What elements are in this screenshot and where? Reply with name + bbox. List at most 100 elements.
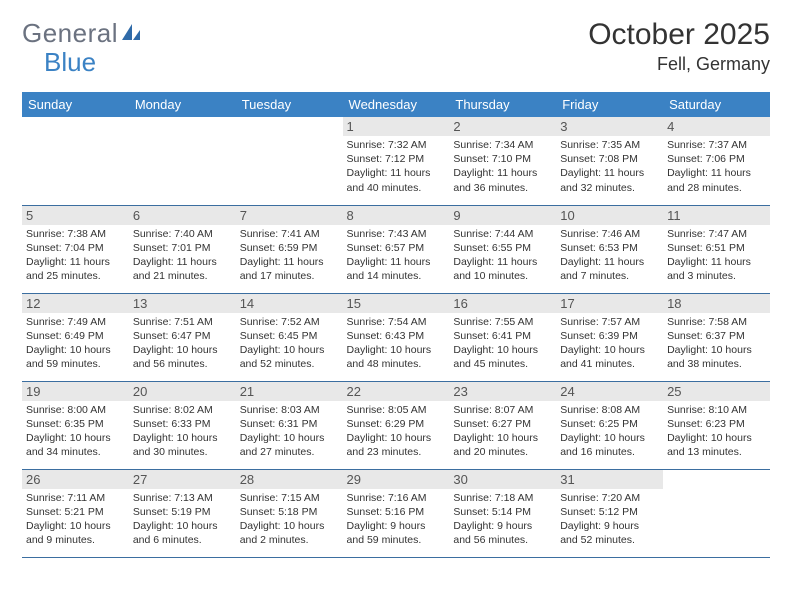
weekday-header: Sunday <box>22 92 129 117</box>
day-number: 5 <box>22 206 129 225</box>
calendar-cell: 13 Sunrise: 7:51 AMSunset: 6:47 PMDayligh… <box>129 293 236 381</box>
day-details: Sunrise: 7:15 AMSunset: 5:18 PMDaylight:… <box>240 491 339 548</box>
day-number: 7 <box>236 206 343 225</box>
day-number: 13 <box>129 294 236 313</box>
day-details: Sunrise: 8:03 AMSunset: 6:31 PMDaylight:… <box>240 403 339 460</box>
day-number: 11 <box>663 206 770 225</box>
calendar-cell: 29Sunrise: 7:16 AMSunset: 5:16 PMDayligh… <box>343 469 450 557</box>
day-details: Sunrise: 7:43 AMSunset: 6:57 PMDaylight:… <box>347 227 446 284</box>
day-details: Sunrise: 7:32 AMSunset: 7:12 PMDaylight:… <box>347 138 446 195</box>
day-number: 24 <box>556 382 663 401</box>
logo-text-2: Blue <box>44 47 96 77</box>
location: Fell, Germany <box>588 54 770 75</box>
calendar-cell: 31 Sunrise: 7:20 AMSunset: 5:12 PMDayligh… <box>556 469 663 557</box>
day-details: Sunrise: 7:41 AMSunset: 6:59 PMDaylight:… <box>240 227 339 284</box>
calendar-cell: 5 Sunrise: 7:38 AMSunset: 7:04 PMDaylight… <box>22 205 129 293</box>
day-number: 3 <box>556 117 663 136</box>
day-details: Sunrise: 7:47 AMSunset: 6:51 PMDaylight:… <box>667 227 766 284</box>
calendar-cell: 17Sunrise: 7:57 AMSunset: 6:39 PMDayligh… <box>556 293 663 381</box>
day-details: Sunrise: 7:52 AMSunset: 6:45 PMDaylight:… <box>240 315 339 372</box>
day-details: Sunrise: 7:11 AMSunset: 5:21 PMDaylight:… <box>26 491 125 548</box>
calendar-cell: 6Sunrise: 7:40 AMSunset: 7:01 PMDaylight… <box>129 205 236 293</box>
weekday-header: Friday <box>556 92 663 117</box>
day-details: Sunrise: 8:08 AMSunset: 6:25 PMDaylight:… <box>560 403 659 460</box>
day-number: 14 <box>236 294 343 313</box>
calendar-row: 1 Sunrise: 7:32 AMSunset: 7:12 PMDaylight… <box>22 117 770 205</box>
calendar-cell: 10Sunrise: 7:46 AMSunset: 6:53 PMDayligh… <box>556 205 663 293</box>
day-details: Sunrise: 7:20 AMSunset: 5:12 PMDaylight:… <box>560 491 659 548</box>
day-number-empty <box>236 117 343 136</box>
day-details: Sunrise: 8:10 AMSunset: 6:23 PMDaylight:… <box>667 403 766 460</box>
day-details: Sunrise: 7:55 AMSunset: 6:41 PMDaylight:… <box>453 315 552 372</box>
weekday-header: Monday <box>129 92 236 117</box>
calendar-body: 1 Sunrise: 7:32 AMSunset: 7:12 PMDaylight… <box>22 117 770 557</box>
weekday-header: Saturday <box>663 92 770 117</box>
day-details: Sunrise: 8:00 AMSunset: 6:35 PMDaylight:… <box>26 403 125 460</box>
calendar-cell: 22 Sunrise: 8:05 AMSunset: 6:29 PMDayligh… <box>343 381 450 469</box>
day-details: Sunrise: 7:37 AMSunset: 7:06 PMDaylight:… <box>667 138 766 195</box>
day-number-empty <box>129 117 236 136</box>
calendar-row: 26Sunrise: 7:11 AMSunset: 5:21 PMDayligh… <box>22 469 770 557</box>
calendar-row: 19Sunrise: 8:00 AMSunset: 6:35 PMDayligh… <box>22 381 770 469</box>
day-number: 15 <box>343 294 450 313</box>
logo-sail-icon <box>120 18 142 49</box>
day-details: Sunrise: 7:13 AMSunset: 5:19 PMDaylight:… <box>133 491 232 548</box>
calendar-cell: 2Sunrise: 7:34 AMSunset: 7:10 PMDaylight… <box>449 117 556 205</box>
calendar-cell: 24 Sunrise: 8:08 AMSunset: 6:25 PMDayligh… <box>556 381 663 469</box>
calendar-cell: 18Sunrise: 7:58 AMSunset: 6:37 PMDayligh… <box>663 293 770 381</box>
calendar-cell: 28 Sunrise: 7:15 AMSunset: 5:18 PMDayligh… <box>236 469 343 557</box>
calendar-cell: 21Sunrise: 8:03 AMSunset: 6:31 PMDayligh… <box>236 381 343 469</box>
calendar-table: SundayMondayTuesdayWednesdayThursdayFrid… <box>22 92 770 558</box>
calendar-cell: 26Sunrise: 7:11 AMSunset: 5:21 PMDayligh… <box>22 469 129 557</box>
calendar-cell: 3Sunrise: 7:35 AMSunset: 7:08 PMDaylight… <box>556 117 663 205</box>
day-number: 27 <box>129 470 236 489</box>
day-number: 18 <box>663 294 770 313</box>
day-details: Sunrise: 7:18 AMSunset: 5:14 PMDaylight:… <box>453 491 552 548</box>
calendar-cell <box>663 469 770 557</box>
day-number: 23 <box>449 382 556 401</box>
day-number: 22 <box>343 382 450 401</box>
day-number: 25 <box>663 382 770 401</box>
calendar-cell <box>236 117 343 205</box>
day-details: Sunrise: 8:02 AMSunset: 6:33 PMDaylight:… <box>133 403 232 460</box>
calendar-cell: 11 Sunrise: 7:47 AMSunset: 6:51 PMDayligh… <box>663 205 770 293</box>
calendar-cell: 1 Sunrise: 7:32 AMSunset: 7:12 PMDaylight… <box>343 117 450 205</box>
day-number: 8 <box>343 206 450 225</box>
calendar-row: 12Sunrise: 7:49 AMSunset: 6:49 PMDayligh… <box>22 293 770 381</box>
day-details: Sunrise: 7:44 AMSunset: 6:55 PMDaylight:… <box>453 227 552 284</box>
title-block: October 2025 Fell, Germany <box>588 18 770 75</box>
logo: General <box>22 18 142 49</box>
day-number: 30 <box>449 470 556 489</box>
day-number: 12 <box>22 294 129 313</box>
day-number: 9 <box>449 206 556 225</box>
day-details: Sunrise: 7:51 AMSunset: 6:47 PMDaylight:… <box>133 315 232 372</box>
calendar-cell: 30 Sunrise: 7:18 AMSunset: 5:14 PMDayligh… <box>449 469 556 557</box>
weekday-header-row: SundayMondayTuesdayWednesdayThursdayFrid… <box>22 92 770 117</box>
day-details: Sunrise: 7:40 AMSunset: 7:01 PMDaylight:… <box>133 227 232 284</box>
day-details: Sunrise: 7:38 AMSunset: 7:04 PMDaylight:… <box>26 227 125 284</box>
weekday-header: Wednesday <box>343 92 450 117</box>
day-number-empty <box>663 470 770 489</box>
weekday-header: Tuesday <box>236 92 343 117</box>
day-number: 31 <box>556 470 663 489</box>
day-number: 10 <box>556 206 663 225</box>
day-number: 17 <box>556 294 663 313</box>
day-details: Sunrise: 8:05 AMSunset: 6:29 PMDaylight:… <box>347 403 446 460</box>
calendar-cell: 20Sunrise: 8:02 AMSunset: 6:33 PMDayligh… <box>129 381 236 469</box>
calendar-cell: 14 Sunrise: 7:52 AMSunset: 6:45 PMDayligh… <box>236 293 343 381</box>
day-number-empty <box>22 117 129 136</box>
day-number: 16 <box>449 294 556 313</box>
calendar-cell: 8 Sunrise: 7:43 AMSunset: 6:57 PMDaylight… <box>343 205 450 293</box>
calendar-cell: 23Sunrise: 8:07 AMSunset: 6:27 PMDayligh… <box>449 381 556 469</box>
weekday-header: Thursday <box>449 92 556 117</box>
day-number: 1 <box>343 117 450 136</box>
day-details: Sunrise: 7:16 AMSunset: 5:16 PMDaylight:… <box>347 491 446 548</box>
calendar-cell <box>22 117 129 205</box>
calendar-cell: 25 Sunrise: 8:10 AMSunset: 6:23 PMDayligh… <box>663 381 770 469</box>
logo-text-1: General <box>22 18 118 49</box>
calendar-cell: 15Sunrise: 7:54 AMSunset: 6:43 PMDayligh… <box>343 293 450 381</box>
day-number: 28 <box>236 470 343 489</box>
day-number: 4 <box>663 117 770 136</box>
calendar-cell: 27 Sunrise: 7:13 AMSunset: 5:19 PMDayligh… <box>129 469 236 557</box>
calendar-cell: 9 Sunrise: 7:44 AMSunset: 6:55 PMDaylight… <box>449 205 556 293</box>
